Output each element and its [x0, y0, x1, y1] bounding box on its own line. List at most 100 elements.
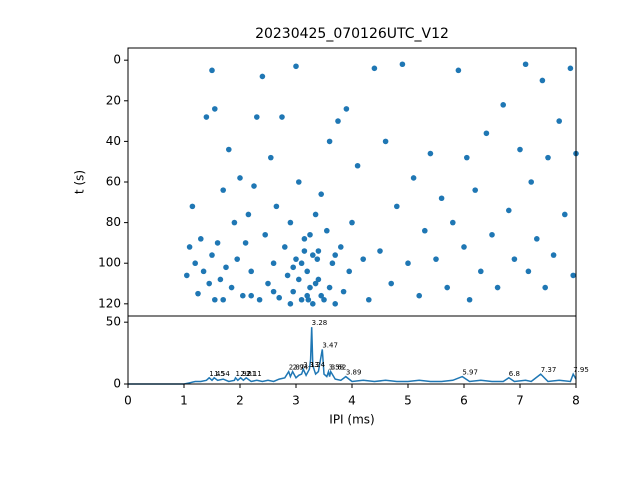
scatter-point: [198, 236, 204, 242]
peak-label: 7.95: [573, 366, 589, 374]
scatter-point: [287, 219, 294, 226]
scatter-point: [354, 162, 361, 169]
scatter-point: [410, 175, 417, 181]
scatter-point: [399, 61, 406, 68]
scatter-point: [444, 284, 451, 291]
y-tick-label: 20: [106, 93, 121, 107]
scatter-point: [556, 118, 562, 124]
scatter-point: [220, 187, 226, 193]
peak-label: 3.47: [322, 341, 338, 349]
scatter-point: [517, 146, 523, 153]
scatter-point: [377, 248, 383, 254]
scatter-point: [268, 154, 274, 161]
scatter-point: [184, 272, 190, 279]
scatter-point: [209, 67, 215, 74]
scatter-point: [296, 276, 302, 283]
scatter-point: [483, 130, 490, 137]
scatter-point: [273, 203, 280, 210]
scatter-point: [301, 236, 308, 242]
scatter-point: [310, 252, 316, 258]
scatter-point: [461, 244, 467, 250]
x-tick-label: 5: [404, 394, 412, 408]
scatter-point: [304, 268, 311, 275]
scatter-point: [489, 231, 495, 238]
x-tick-label: 2: [236, 394, 244, 408]
x-tick-label: 7: [516, 394, 524, 408]
scatter-point: [203, 114, 210, 120]
scatter-point: [301, 248, 308, 254]
scatter-point: [534, 236, 540, 242]
scatter-point: [276, 294, 283, 301]
scatter-point: [464, 154, 470, 161]
scatter-point: [195, 290, 201, 297]
scatter-point: [528, 179, 534, 185]
scatter-point: [290, 288, 297, 295]
scatter-point: [312, 211, 319, 218]
scatter-point: [343, 106, 350, 112]
scatter-point: [259, 73, 266, 80]
scatter-point: [217, 276, 224, 283]
scatter-point: [307, 284, 313, 291]
scatter-point: [542, 284, 548, 291]
scatter-point: [326, 138, 333, 145]
y-axis-label: t (s): [73, 170, 87, 194]
peak-label: 3.28: [312, 319, 328, 327]
scatter-point: [226, 146, 232, 153]
peak-label: 3.13: [303, 361, 319, 369]
scatter-point: [223, 264, 229, 271]
line: [128, 327, 577, 385]
x-tick-label: 4: [348, 394, 356, 408]
scatter-point: [525, 268, 532, 275]
scatter-point: [318, 191, 325, 197]
y-tick-label: 80: [106, 215, 121, 229]
peak-label: 1.45: [209, 370, 225, 378]
scatter-point: [511, 256, 518, 262]
scatter-point: [307, 231, 313, 238]
x-tick-label: 1: [180, 394, 188, 408]
scatter-point: [248, 292, 254, 299]
y-tick-label: 120: [98, 296, 121, 310]
scatter-point: [228, 284, 235, 291]
scatter-point: [234, 256, 240, 262]
peak-label: 2.94: [293, 364, 309, 372]
scatter-point: [466, 296, 473, 303]
peak-label: 2.87: [289, 364, 305, 372]
y-tick-label: 0: [113, 53, 121, 67]
scatter-point: [220, 296, 226, 303]
scatter-point: [212, 106, 218, 112]
scatter-point: [332, 301, 339, 307]
y-tick-label: 100: [98, 256, 121, 270]
scatter-point: [253, 114, 260, 120]
peak-label: 1.54: [214, 370, 230, 378]
scatter-point: [314, 256, 321, 262]
scatter-point: [382, 138, 389, 145]
scatter-point: [427, 150, 434, 157]
scatter-point: [545, 154, 551, 161]
scatter-point: [500, 102, 507, 108]
scatter-point: [422, 227, 428, 234]
scatter-point: [200, 268, 207, 275]
peak-label: 1.92: [236, 370, 252, 378]
x-tick-label: 0: [124, 394, 132, 408]
scatter-point: [293, 256, 299, 262]
scatter-point: [287, 301, 294, 307]
peak-label: 3.24: [309, 361, 325, 369]
scatter-point: [570, 272, 576, 279]
scatter-point: [318, 292, 325, 299]
scatter-point: [305, 296, 312, 303]
scatter-point: [214, 240, 221, 246]
scatter-point: [270, 288, 277, 295]
scatter-point: [293, 63, 299, 70]
x-tick-label: 6: [460, 394, 468, 408]
scatter-point: [522, 61, 529, 68]
scatter-point: [265, 280, 271, 287]
scatter-point: [298, 296, 305, 303]
peak-label: 3.62: [331, 364, 347, 372]
scatter-point: [338, 244, 344, 250]
scatter-point: [284, 272, 291, 279]
scatter-point: [326, 284, 333, 291]
scatter-point: [321, 296, 327, 303]
scatter-point: [290, 264, 297, 271]
x-tick-label: 8: [572, 394, 580, 408]
peak-label: 2.01: [241, 370, 257, 378]
